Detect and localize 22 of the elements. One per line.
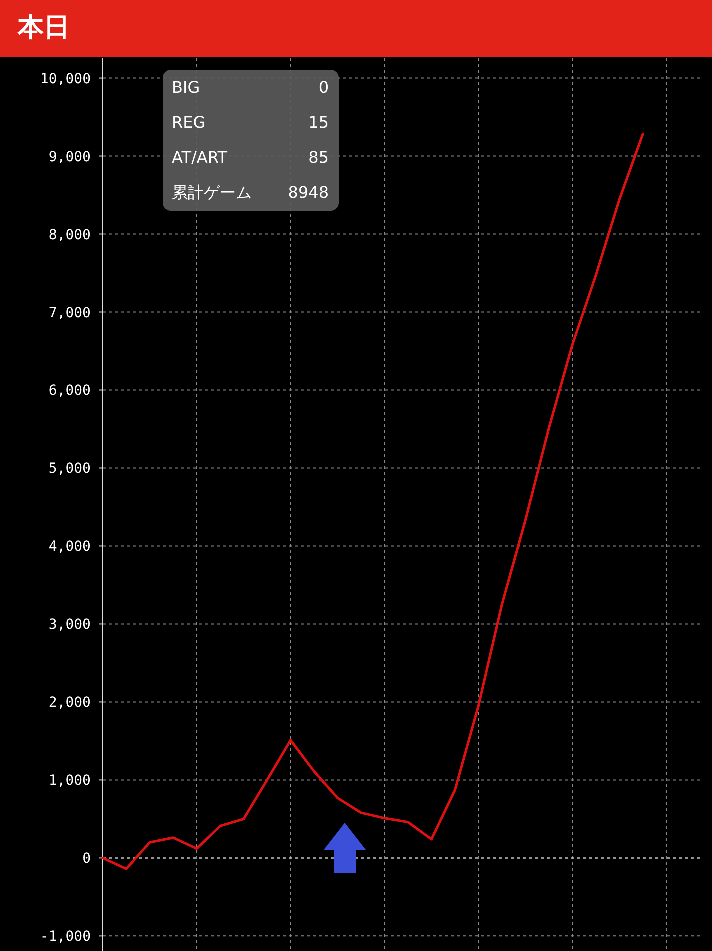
line-series (102, 133, 644, 870)
annotation: AT/ART (172, 148, 228, 167)
annotation: REG (172, 113, 206, 132)
chart-title: 本日 (17, 13, 70, 43)
y-tick-label: 5,000 (48, 461, 91, 478)
y-tick-label: 7,000 (48, 305, 91, 322)
y-tick-label: 2,000 (48, 695, 91, 712)
annotation: 累計ゲーム (172, 183, 252, 202)
y-tick-label: 8,000 (48, 227, 91, 244)
annotation: 85 (308, 148, 329, 167)
y-tick-label: 9,000 (48, 149, 91, 166)
annotation: BIG (172, 78, 200, 97)
annotation: 0 (318, 78, 329, 97)
y-tick-label: -1,000 (40, 929, 91, 946)
y-tick-label: 10,000 (40, 71, 91, 88)
y-tick-label: 3,000 (48, 617, 91, 634)
annotation: 8948 (288, 183, 329, 202)
y-tick-label: 6,000 (48, 383, 91, 400)
annotation: 15 (308, 113, 329, 132)
y-tick-label: 1,000 (48, 773, 91, 790)
y-tick-label: 0 (82, 851, 91, 868)
y-tick-label: 4,000 (48, 539, 91, 556)
